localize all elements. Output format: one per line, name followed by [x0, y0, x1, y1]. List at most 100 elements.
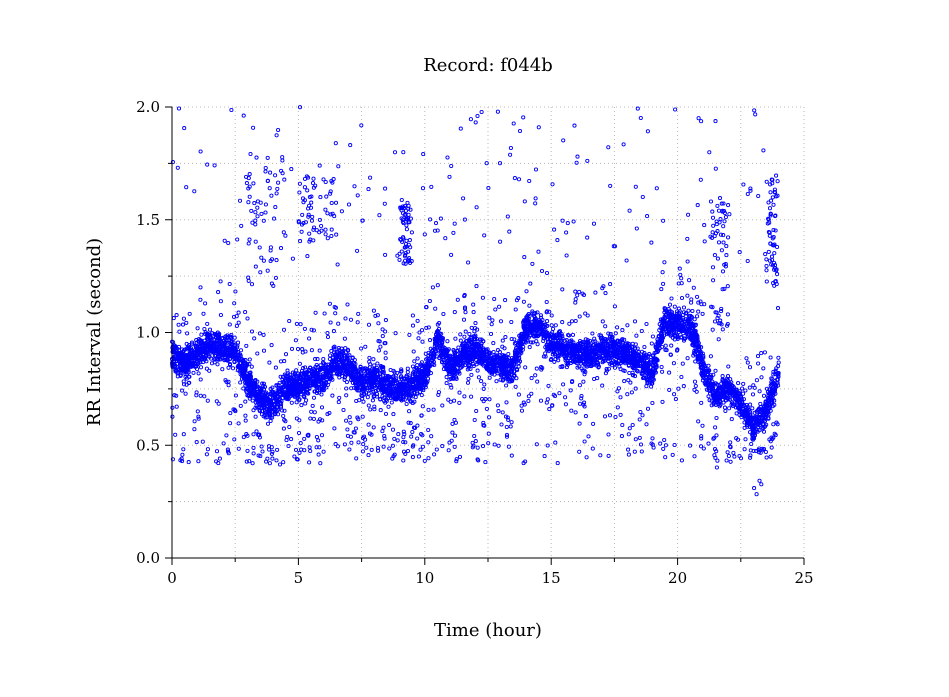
data-point [412, 359, 417, 364]
data-point [426, 358, 431, 363]
data-point [692, 329, 697, 334]
data-point [436, 326, 442, 331]
data-point [389, 400, 394, 405]
data-point [460, 362, 465, 367]
data-point [199, 332, 204, 337]
data-point [248, 376, 253, 381]
data-point [727, 406, 732, 411]
data-point [332, 347, 337, 352]
data-point [439, 331, 444, 336]
data-point [267, 414, 272, 419]
data-point [425, 356, 430, 361]
data-point [650, 353, 655, 358]
data-point [293, 373, 298, 378]
data-point [721, 400, 726, 405]
data-point [775, 372, 780, 378]
data-point [537, 320, 542, 325]
data-point [706, 394, 711, 399]
data-point [681, 338, 687, 343]
data-point [506, 351, 511, 357]
data-point [504, 383, 509, 388]
data-point [771, 372, 776, 377]
data-point [255, 405, 260, 410]
data-point [643, 361, 648, 366]
data-point [384, 398, 389, 403]
data-point [245, 361, 250, 367]
data-point [388, 367, 393, 373]
data-point [549, 357, 554, 362]
data-point [612, 365, 618, 370]
data-point [551, 350, 556, 355]
data-point [399, 367, 404, 372]
data-point [255, 379, 260, 384]
data-point [560, 336, 565, 341]
data-point [238, 348, 244, 353]
data-point [653, 344, 658, 349]
data-point [622, 368, 627, 373]
data-point [404, 376, 409, 381]
data-point [776, 360, 781, 365]
data-point [567, 333, 572, 338]
data-point [386, 404, 391, 409]
data-point [672, 337, 677, 342]
data-point [750, 406, 755, 411]
data-point [372, 384, 377, 389]
data-point [475, 368, 480, 373]
data-point [570, 332, 576, 337]
data-point [336, 346, 341, 351]
data-point [725, 374, 731, 379]
data-point [563, 350, 569, 355]
data-point [551, 326, 556, 331]
data-point [380, 394, 385, 399]
data-point [440, 336, 445, 341]
data-point [315, 357, 320, 362]
data-point [622, 337, 627, 342]
data-point [294, 400, 299, 405]
data-point [405, 370, 410, 375]
data-point [564, 338, 569, 343]
data-point [766, 393, 771, 398]
data-point [776, 364, 781, 369]
data-point [462, 334, 467, 339]
data-point [215, 362, 220, 367]
data-point [209, 361, 215, 366]
data-point [232, 335, 237, 340]
data-point [564, 365, 569, 370]
data-point [419, 393, 424, 398]
data-point [564, 361, 569, 366]
data-point [527, 345, 532, 350]
data-point [626, 363, 631, 368]
data-point [722, 405, 728, 410]
data-point [263, 415, 268, 420]
data-point [720, 374, 725, 379]
data-point [494, 379, 499, 384]
data-point [604, 366, 609, 372]
chart-title: Record: f044b [423, 55, 553, 76]
data-point [745, 424, 750, 429]
data-point [530, 330, 535, 336]
data-point [498, 377, 503, 382]
data-point [191, 370, 196, 375]
data-point [325, 362, 330, 367]
data-point [344, 380, 349, 385]
data-point [458, 338, 463, 343]
data-point [297, 398, 302, 403]
data-point [578, 361, 583, 366]
data-point [700, 351, 705, 356]
data-point [319, 392, 324, 397]
data-point [329, 348, 334, 354]
data-point [189, 347, 194, 353]
data-point [583, 360, 588, 365]
data-point [491, 349, 496, 355]
data-point [538, 313, 543, 318]
data-point [278, 403, 284, 408]
data-point [630, 341, 635, 346]
data-point [535, 310, 540, 315]
data-point [375, 361, 380, 366]
data-point [642, 344, 647, 350]
data-point [343, 346, 348, 351]
data-point [265, 421, 271, 426]
data-point [321, 365, 326, 370]
data-point [294, 368, 299, 373]
data-point [494, 353, 499, 358]
